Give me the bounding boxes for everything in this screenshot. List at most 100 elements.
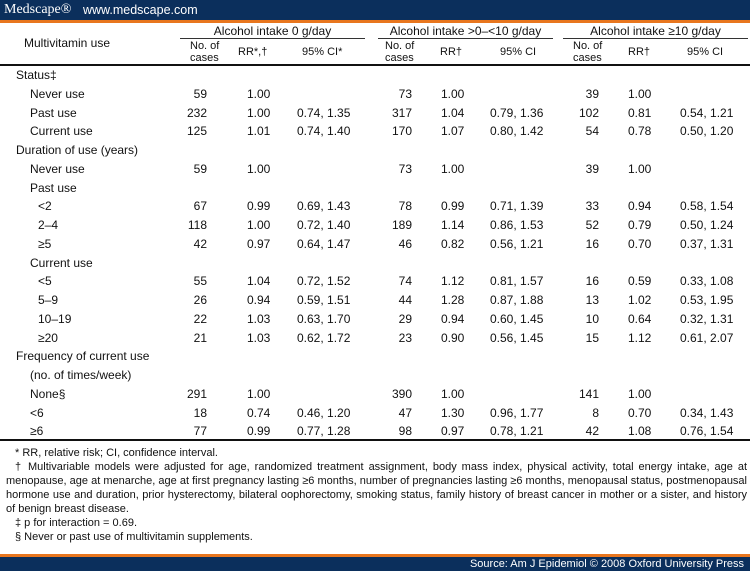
row-label: Never use	[30, 161, 85, 176]
cell-cases: 189	[391, 218, 412, 232]
row-label: Frequency of current use	[16, 349, 150, 364]
cell-rr: 0.74	[247, 405, 271, 420]
cell-ci: 0.56, 1.21	[490, 236, 544, 251]
table-row: None§ 291 1.00 390 1.00 141 1.00	[0, 385, 750, 404]
cell-cases: 291	[186, 386, 207, 401]
cell-ci: 0.79, 1.36	[490, 105, 544, 120]
cell-rr: 1.00	[247, 218, 271, 232]
medscape-header-bar: Medscape® www.medscape.com	[0, 0, 750, 20]
cell-cases: 42	[193, 236, 207, 251]
cell-cases: 67	[193, 199, 207, 214]
table-row: 5–9 26 0.94 0.59, 1.51 44 1.28 0.87, 1.88 13 1.0…	[0, 291, 750, 310]
cell-ci: 0.54, 1.21	[680, 105, 734, 120]
row-label: ≥20	[38, 330, 58, 345]
cell-cases: 22	[193, 311, 207, 326]
table-row: Duration of use (years)	[0, 141, 750, 160]
table-row: <5 55 1.04 0.72, 1.52 74 1.12 0.81, 1.57 16 0.59…	[0, 272, 750, 291]
cell-cases: 42	[585, 424, 599, 439]
cell-rr: 1.07	[441, 124, 465, 139]
cell-cases: 59	[193, 86, 207, 101]
medscape-logo: Medscape®	[4, 2, 72, 17]
table-row: Never use 59 1.00 73 1.00 39 1.00	[0, 85, 750, 104]
cell-rr: 1.28	[441, 293, 465, 307]
col-header-ci: 95% CI	[500, 46, 537, 58]
cell-ci: 0.77, 1.28	[297, 424, 351, 439]
table-row: Current use 125 1.01 0.74, 1.40 170 1.07 0.80,…	[0, 122, 750, 141]
cell-ci: 0.74, 1.40	[297, 124, 351, 139]
cell-rr: 1.08	[628, 424, 652, 439]
cell-cases: 15	[585, 330, 599, 345]
cell-rr: 1.00	[628, 86, 652, 101]
cell-ci: 0.37, 1.31	[680, 236, 734, 251]
cell-rr: 1.00	[441, 386, 465, 401]
table-row: ≥5 42 0.97 0.64, 1.47 46 0.82 0.56, 1.21 16 0.70…	[0, 235, 750, 254]
cell-rr: 1.01	[247, 124, 271, 139]
cell-ci: 0.50, 1.20	[680, 124, 734, 139]
site-url: www.medscape.com	[83, 3, 198, 17]
row-label: Past use	[30, 105, 77, 120]
cell-ci: 0.64, 1.47	[297, 236, 351, 251]
cell-cases: 78	[398, 199, 412, 214]
col-header-cases: No. of	[573, 40, 603, 52]
cell-ci: 0.62, 1.72	[297, 330, 351, 345]
cell-ci: 0.69, 1.43	[297, 199, 351, 214]
table-row: ≥20 21 1.03 0.62, 1.72 23 0.90 0.56, 1.45 15 1.1…	[0, 329, 750, 348]
cell-cases: 55	[193, 274, 207, 289]
row-label: Never use	[30, 86, 85, 101]
table-bottom-rule	[0, 439, 750, 441]
row-label: 10–19	[38, 311, 72, 326]
cell-rr: 1.12	[628, 330, 652, 345]
row-label: None§	[30, 386, 66, 401]
table-row: ≥6 77 0.99 0.77, 1.28 98 0.97 0.78, 1.21 42 1.08…	[0, 422, 750, 441]
footnotes: * RR, relative risk; CI, confidence inte…	[6, 446, 747, 544]
cell-cases: 29	[398, 311, 412, 326]
cell-rr: 1.03	[247, 311, 271, 326]
col-header-ci: 95% CI	[687, 46, 724, 58]
row-label: <5	[38, 274, 52, 289]
cell-cases: 26	[193, 293, 207, 307]
cell-rr: 1.00	[247, 386, 271, 401]
col-header-rr: RR†	[628, 46, 651, 58]
cell-cases: 118	[187, 218, 207, 232]
cell-rr: 0.64	[628, 311, 652, 326]
cell-ci: 0.53, 1.95	[680, 293, 734, 307]
footer-divider	[0, 554, 750, 557]
row-label: Current use	[30, 124, 93, 139]
cell-ci: 0.87, 1.88	[490, 293, 544, 307]
col-header-rr: RR†	[440, 46, 463, 58]
row-label: ≥6	[30, 424, 44, 439]
source-credit: Source: Am J Epidemiol © 2008 Oxford Uni…	[469, 558, 744, 570]
cell-cases: 47	[398, 405, 412, 420]
cell-rr: 1.12	[441, 274, 465, 289]
cell-cases: 98	[398, 424, 412, 439]
cell-ci: 0.58, 1.54	[680, 199, 734, 214]
cell-cases: 74	[398, 274, 412, 289]
cell-cases: 77	[193, 424, 207, 439]
cell-cases: 232	[186, 105, 207, 120]
row-label: Past use	[30, 180, 77, 195]
cell-cases: 52	[585, 218, 599, 232]
row-label: ≥5	[38, 236, 52, 251]
footnote: ‡ p for interaction = 0.69.	[15, 517, 137, 529]
cell-cases: 33	[585, 199, 599, 214]
cell-rr: 0.97	[247, 236, 271, 251]
cell-cases: 170	[391, 124, 412, 139]
cell-cases: 73	[398, 161, 412, 176]
group-rule	[378, 38, 553, 39]
cell-ci: 0.72, 1.40	[297, 218, 351, 232]
col-header-cases: cases	[190, 52, 219, 64]
cell-rr: 0.78	[628, 124, 652, 139]
table-row: Past use 232 1.00 0.74, 1.35 317 1.04 0.79, 1.…	[0, 104, 750, 123]
row-label: Current use	[30, 255, 93, 270]
cell-ci: 0.86, 1.53	[490, 218, 544, 232]
cell-cases: 8	[592, 405, 599, 420]
table-row: Current use	[0, 254, 750, 273]
cell-rr: 1.14	[441, 218, 465, 232]
cell-cases: 317	[391, 105, 412, 120]
cell-ci: 0.72, 1.52	[297, 274, 351, 289]
cell-ci: 0.63, 1.70	[297, 311, 351, 326]
table-row: <6 18 0.74 0.46, 1.20 47 1.30 0.96, 1.77 8 0.70 0…	[0, 404, 750, 423]
cell-cases: 59	[193, 161, 207, 176]
cell-rr: 0.97	[441, 424, 465, 439]
cell-rr: 0.99	[247, 424, 271, 439]
